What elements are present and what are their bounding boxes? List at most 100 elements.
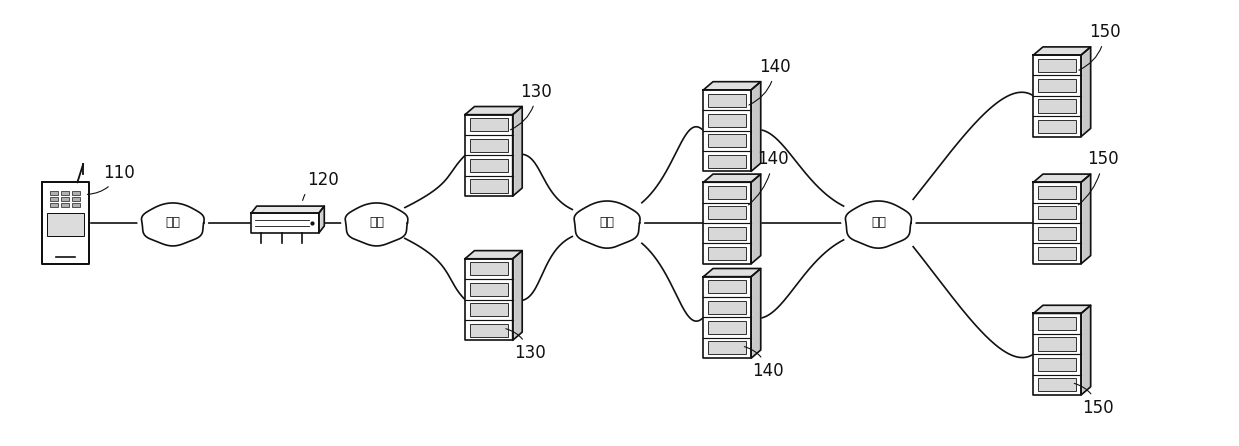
Bar [709, 321, 746, 334]
Text: 130: 130 [510, 83, 553, 130]
Polygon shape [751, 174, 761, 264]
Bar [50, 203, 58, 207]
Text: 140: 140 [748, 58, 790, 105]
Bar [709, 114, 746, 127]
Polygon shape [42, 182, 89, 264]
Text: 网络: 网络 [871, 216, 886, 230]
Bar [470, 139, 508, 152]
Bar [470, 262, 508, 276]
Text: 140: 140 [745, 347, 784, 380]
Polygon shape [751, 82, 761, 171]
Text: 110: 110 [87, 164, 135, 194]
Polygon shape [704, 174, 761, 182]
Polygon shape [1033, 47, 1090, 55]
Polygon shape [751, 268, 761, 358]
Bar [709, 186, 746, 199]
Bar [50, 197, 58, 202]
Polygon shape [1033, 305, 1090, 314]
Bar [1038, 247, 1077, 260]
Circle shape [585, 222, 606, 244]
Polygon shape [1082, 305, 1090, 395]
Circle shape [157, 207, 188, 239]
Bar [709, 134, 746, 147]
Circle shape [608, 222, 629, 244]
Polygon shape [465, 251, 522, 259]
Polygon shape [704, 268, 761, 277]
Bar [470, 303, 508, 316]
Polygon shape [704, 82, 761, 90]
Bar [470, 323, 508, 337]
Circle shape [378, 222, 398, 243]
Bar [709, 94, 746, 107]
Polygon shape [252, 213, 318, 233]
Bar [47, 213, 83, 236]
Bar [709, 342, 746, 355]
Polygon shape [845, 201, 912, 248]
Text: 网络: 网络 [165, 216, 181, 230]
Text: 150: 150 [1079, 23, 1121, 70]
Bar [72, 203, 81, 207]
Polygon shape [252, 206, 325, 213]
Bar [61, 191, 69, 195]
Polygon shape [704, 90, 751, 171]
Circle shape [862, 206, 895, 240]
Bar [709, 206, 746, 219]
Polygon shape [465, 107, 522, 115]
Bar [1038, 317, 1077, 330]
Circle shape [138, 208, 161, 231]
Bar [1038, 99, 1077, 112]
Polygon shape [513, 107, 522, 196]
Circle shape [869, 227, 888, 246]
Circle shape [620, 207, 644, 231]
Text: 130: 130 [506, 329, 545, 362]
Bar [61, 197, 69, 202]
Bar [72, 197, 81, 202]
Bar [1038, 206, 1077, 219]
Bar [709, 155, 746, 168]
Circle shape [367, 226, 385, 245]
Bar [1038, 186, 1077, 199]
Polygon shape [1033, 55, 1082, 136]
Circle shape [361, 207, 392, 239]
Bar [1038, 79, 1077, 92]
Bar [1038, 59, 1077, 72]
Bar [470, 159, 508, 172]
Bar [709, 281, 746, 293]
Bar [709, 301, 746, 314]
Circle shape [891, 207, 916, 231]
Polygon shape [465, 259, 513, 340]
Text: 网络: 网络 [369, 216, 384, 230]
Polygon shape [346, 203, 408, 246]
Circle shape [173, 222, 195, 243]
Bar [1038, 120, 1077, 133]
Polygon shape [1033, 182, 1082, 264]
Bar [709, 227, 746, 240]
Circle shape [841, 207, 866, 231]
Polygon shape [318, 206, 325, 233]
Bar [470, 179, 508, 193]
Circle shape [597, 227, 617, 246]
Circle shape [342, 208, 364, 231]
Circle shape [389, 208, 411, 231]
Polygon shape [1033, 314, 1082, 395]
Bar [50, 191, 58, 195]
Circle shape [151, 222, 172, 243]
Polygon shape [1082, 47, 1090, 136]
Polygon shape [704, 277, 751, 358]
Text: 120: 120 [302, 171, 338, 200]
Polygon shape [465, 115, 513, 196]
Bar [61, 203, 69, 207]
Circle shape [354, 222, 375, 243]
Polygon shape [513, 251, 522, 340]
Circle shape [185, 208, 208, 231]
Circle shape [855, 222, 877, 244]
Text: 网络: 网络 [600, 216, 615, 230]
Circle shape [570, 207, 595, 231]
Polygon shape [574, 201, 641, 248]
Polygon shape [704, 182, 751, 264]
Circle shape [591, 206, 623, 240]
Polygon shape [141, 203, 204, 246]
Text: 150: 150 [1074, 384, 1114, 417]
Circle shape [164, 226, 182, 245]
Bar [470, 118, 508, 132]
